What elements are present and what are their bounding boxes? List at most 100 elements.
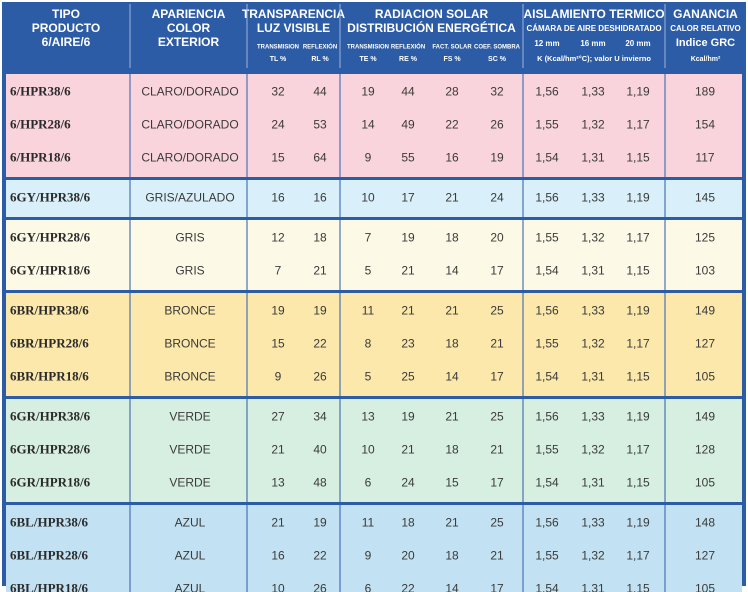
cell-value: 1,31 [581, 370, 605, 384]
cell-value: 25 [490, 304, 504, 318]
header-label: PRODUCTO [32, 21, 100, 35]
header-label: TIPO [52, 7, 80, 21]
cell-value: 1,32 [581, 337, 605, 351]
cell-value: 1,19 [626, 410, 650, 424]
header-label: APARIENCIA [152, 7, 226, 21]
row-group [6, 220, 742, 290]
subheader-label: 12 mm [534, 39, 559, 48]
header-label: LUZ VISIBLE [257, 21, 330, 35]
cell-value: 20 [401, 549, 415, 563]
cell-value: 22 [313, 337, 327, 351]
cell-value: 9 [365, 151, 372, 165]
cell-value: 1,54 [535, 476, 559, 490]
cell-value: 10 [361, 191, 375, 205]
cell-value: 125 [695, 231, 715, 245]
header-label: EXTERIOR [158, 35, 220, 49]
cell-value: 18 [445, 549, 459, 563]
cell-value: 24 [490, 191, 504, 205]
cell-value: 18 [313, 231, 327, 245]
cell-value: 1,55 [535, 231, 559, 245]
header-label: Kcal/hm² [691, 56, 721, 63]
cell-value: 1,54 [535, 151, 559, 165]
cell-value: 18 [445, 443, 459, 457]
cell-value: 1,17 [626, 118, 650, 132]
cell-value: 1,32 [581, 118, 605, 132]
cell-value: 13 [361, 410, 375, 424]
cell-value: 5 [365, 370, 372, 384]
cell-value: 1,56 [535, 410, 559, 424]
product-code: 6/HPR18/6 [10, 149, 71, 164]
cell-value: 1,56 [535, 85, 559, 99]
cell-value: 105 [695, 476, 715, 490]
cell-value: 1,31 [581, 264, 605, 278]
cell-value: 1,56 [535, 191, 559, 205]
cell-value: 127 [695, 337, 715, 351]
cell-value: 9 [275, 370, 282, 384]
cell-value: 145 [695, 191, 715, 205]
cell-value: 1,17 [626, 443, 650, 457]
cell-value: 1,33 [581, 304, 605, 318]
cell-value: 10 [361, 443, 375, 457]
product-code: 6BL/HPR38/6 [10, 514, 89, 529]
cell-value: BRONCE [164, 370, 215, 384]
cell-value: 21 [271, 443, 285, 457]
subheader-label: 20 mm [625, 39, 650, 48]
cell-value: 55 [401, 151, 415, 165]
cell-value: 8 [365, 337, 372, 351]
cell-value: GRIS [175, 264, 204, 278]
cell-value: 19 [361, 85, 375, 99]
row-group [6, 399, 742, 502]
cell-value: 16 [445, 151, 459, 165]
cell-value: CLARO/DORADO [141, 118, 238, 132]
subheader-label: TRANSMISION [347, 45, 389, 51]
cell-value: 7 [275, 264, 282, 278]
cell-value: 21 [490, 549, 504, 563]
subheader-label: RE % [399, 56, 418, 63]
cell-value: 34 [313, 410, 327, 424]
subheader-label: RL % [311, 56, 329, 63]
cell-value: 1,32 [581, 549, 605, 563]
cell-value: 1,31 [581, 476, 605, 490]
cell-value: 12 [271, 231, 285, 245]
cell-value: 14 [445, 264, 459, 278]
cell-value: 21 [490, 443, 504, 457]
cell-value: AZUL [175, 582, 206, 592]
cell-value: 1,33 [581, 516, 605, 530]
cell-value: 53 [313, 118, 327, 132]
cell-value: 26 [313, 370, 327, 384]
product-code: 6BL/HPR28/6 [10, 547, 89, 562]
cell-value: 128 [695, 443, 715, 457]
cell-value: 1,55 [535, 337, 559, 351]
cell-value: 1,54 [535, 582, 559, 592]
subheader-label: 16 mm [580, 39, 605, 48]
header-label: AISLAMIENTO TERMICO [523, 7, 664, 21]
product-code: 6GR/HPR28/6 [10, 441, 91, 456]
cell-value: GRIS [175, 231, 204, 245]
cell-value: 1,15 [626, 264, 650, 278]
cell-value: 1,54 [535, 264, 559, 278]
cell-value: 15 [271, 151, 285, 165]
cell-value: 105 [695, 370, 715, 384]
header-note: K (Kcal/hm²°C); valor U invierno [537, 54, 651, 63]
cell-value: 21 [445, 516, 459, 530]
row-group [6, 505, 742, 592]
cell-value: 1,15 [626, 582, 650, 592]
cell-value: 17 [490, 582, 504, 592]
cell-value: 20 [490, 231, 504, 245]
cell-value: 1,19 [626, 516, 650, 530]
cell-value: 25 [490, 410, 504, 424]
subheader-label: FACT. SOLAR [432, 45, 472, 51]
cell-value: 18 [445, 337, 459, 351]
cell-value: VERDE [169, 476, 210, 490]
cell-value: 16 [313, 191, 327, 205]
cell-value: 148 [695, 516, 715, 530]
cell-value: 6 [365, 476, 372, 490]
product-code: 6GR/HPR38/6 [10, 408, 91, 423]
cell-value: 21 [445, 410, 459, 424]
cell-value: 1,31 [581, 151, 605, 165]
cell-value: 21 [445, 191, 459, 205]
cell-value: 117 [695, 151, 714, 165]
product-code: 6GY/HPR28/6 [10, 229, 91, 244]
cell-value: 44 [313, 85, 327, 99]
